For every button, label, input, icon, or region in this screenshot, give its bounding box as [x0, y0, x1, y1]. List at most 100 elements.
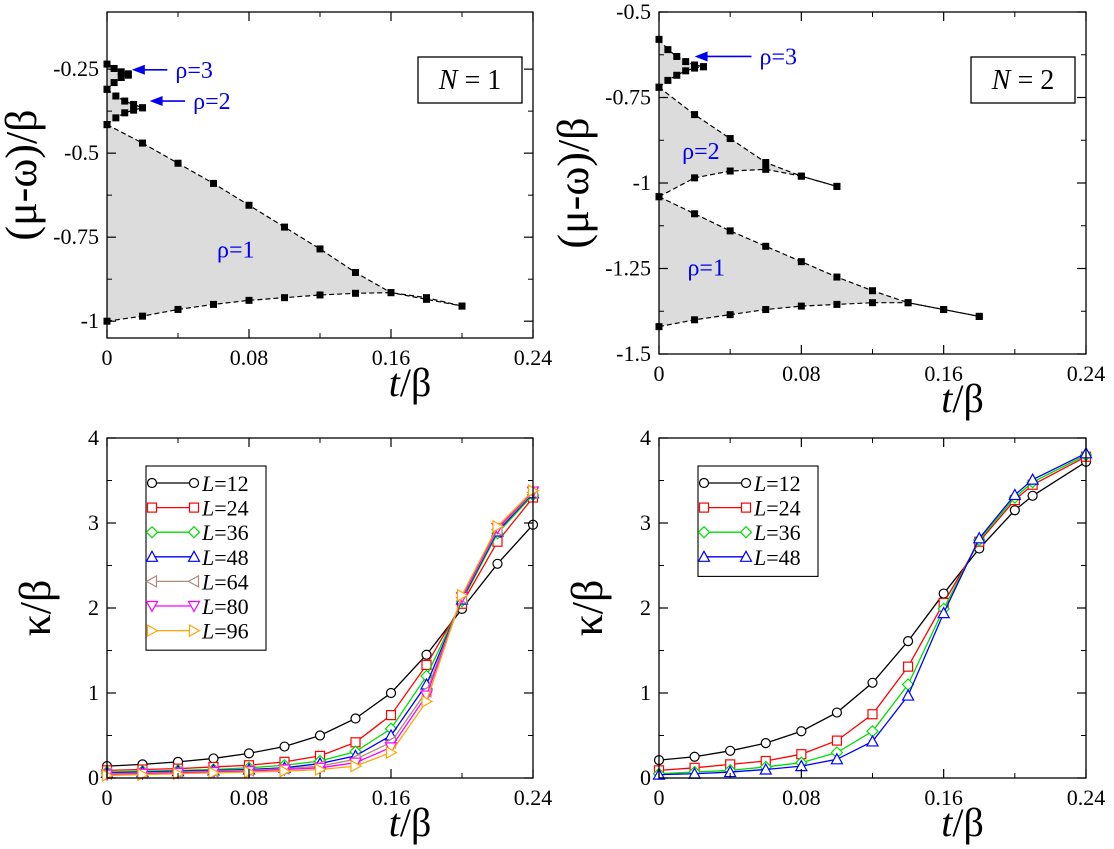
y-tick-label: -0.5 — [616, 0, 651, 24]
marker-circle — [796, 726, 807, 737]
marker-triangle-up — [1026, 472, 1040, 485]
legend-label-value: =24 — [766, 496, 800, 521]
marker-diamond — [901, 678, 915, 691]
data-point — [762, 242, 770, 250]
x-axis-label-t: t — [389, 360, 401, 405]
data-point — [673, 52, 681, 60]
data-point — [124, 71, 132, 79]
marker-square — [831, 735, 843, 746]
marker-triangle-up — [972, 531, 986, 544]
legend-label: L=64 — [201, 569, 249, 594]
y-tick-label: 0 — [88, 765, 99, 790]
marker-triangle-right — [350, 759, 363, 773]
data-point — [975, 312, 983, 320]
x-tick-label: 0.24 — [514, 345, 553, 370]
data-point — [664, 76, 672, 84]
lobe-upper-boundary — [106, 63, 129, 75]
marker-circle — [243, 748, 255, 759]
marker-circle — [146, 477, 158, 489]
x-tick-label: 0.08 — [782, 361, 821, 386]
legend-label-value: =48 — [214, 545, 248, 570]
marker-triangle-up — [937, 606, 951, 619]
legend-label-value: =36 — [766, 520, 800, 545]
marker-square — [188, 502, 200, 513]
legend-label: L=12 — [753, 471, 801, 496]
n-value-box — [970, 56, 1076, 104]
data-point — [210, 300, 217, 308]
marker-diamond — [187, 525, 201, 539]
x-axis-label-t: t — [389, 800, 401, 845]
data-point — [682, 67, 690, 75]
x-tick-label: 0 — [102, 345, 113, 370]
marker-triangle-right — [137, 768, 150, 782]
y-tick-label: 0 — [640, 765, 651, 790]
marker-triangle-up — [145, 550, 159, 562]
data-point — [112, 92, 120, 100]
marker-circle — [188, 477, 200, 489]
x-tick-label: 0.24 — [1067, 785, 1106, 810]
n-value-box — [417, 56, 523, 104]
panel-b-phase-diagram-n2: ρ=1 ρ=2 ρ=3 N = 2 0 0.08 0.16 0.24 -0.5 -0.75 -1 -1… — [549, 0, 1105, 421]
x-tick-label: 0.16 — [372, 785, 411, 810]
marker-triangle-up — [865, 734, 880, 747]
marker-triangle-down — [145, 600, 159, 613]
y-tick-label: 1 — [88, 680, 99, 705]
marker-square — [146, 502, 158, 513]
legend-box — [145, 465, 267, 651]
data-point — [726, 167, 734, 175]
x-tick-label: 0.16 — [924, 785, 963, 810]
x-axis-label-t: t — [941, 376, 953, 421]
y-tick-label: 2 — [640, 595, 651, 620]
data-point — [245, 296, 253, 304]
marker-circle — [1027, 490, 1038, 501]
data-point — [762, 306, 770, 314]
y-tick-label: -1.5 — [616, 341, 651, 366]
data-point — [281, 223, 288, 231]
data-point — [869, 299, 876, 307]
data-point — [833, 300, 841, 308]
marker-circle — [740, 477, 752, 489]
data-point — [130, 100, 138, 108]
lobe-label: ρ=2 — [682, 139, 720, 165]
legend-label-value: =96 — [214, 619, 248, 644]
marker-triangle-up — [697, 550, 711, 562]
lobe-lower-boundary — [658, 168, 838, 198]
n-symbol: N — [438, 65, 459, 96]
y-tick-label: 2 — [88, 595, 99, 620]
marker-triangle-up — [901, 688, 915, 701]
data-point — [673, 71, 681, 79]
x-tick-label: 0 — [654, 785, 665, 810]
marker-triangle-up — [1008, 488, 1022, 501]
data-point — [110, 79, 118, 87]
data-point — [833, 273, 841, 281]
legend-label-value: =12 — [766, 471, 800, 496]
marker-circle — [725, 745, 736, 756]
legend-label-l: L — [753, 471, 766, 496]
data-point — [726, 227, 734, 235]
marker-triangle-right — [456, 588, 469, 602]
panel-c-compressibility-n1: L=12L=24L=36L=48L=64L=80L=960 0.08 0.16 0.2… — [11, 425, 552, 845]
legend-label: L=12 — [201, 471, 249, 496]
marker-triangle-right — [146, 624, 159, 638]
x-axis-label-rest: /β — [952, 800, 983, 845]
data-point — [117, 74, 125, 82]
legend-label: L=24 — [201, 496, 249, 521]
n-symbol: N — [991, 65, 1012, 96]
marker-circle — [831, 707, 843, 718]
x-tick-label: 0.08 — [230, 785, 269, 810]
lobe-lower-boundary — [658, 302, 980, 328]
data-point — [121, 97, 129, 105]
marker-triangle-up — [759, 762, 773, 775]
marker-circle — [760, 738, 771, 749]
legend-label: L=80 — [201, 594, 249, 619]
legend-label-l: L — [201, 471, 214, 496]
legend-label-l: L — [753, 520, 766, 545]
x-tick-label: 0 — [654, 361, 665, 386]
marker-triangle-right — [208, 766, 221, 780]
y-tick-label: 3 — [640, 510, 651, 535]
data-point — [174, 305, 182, 313]
data-point — [762, 158, 770, 166]
data-point — [316, 291, 324, 299]
